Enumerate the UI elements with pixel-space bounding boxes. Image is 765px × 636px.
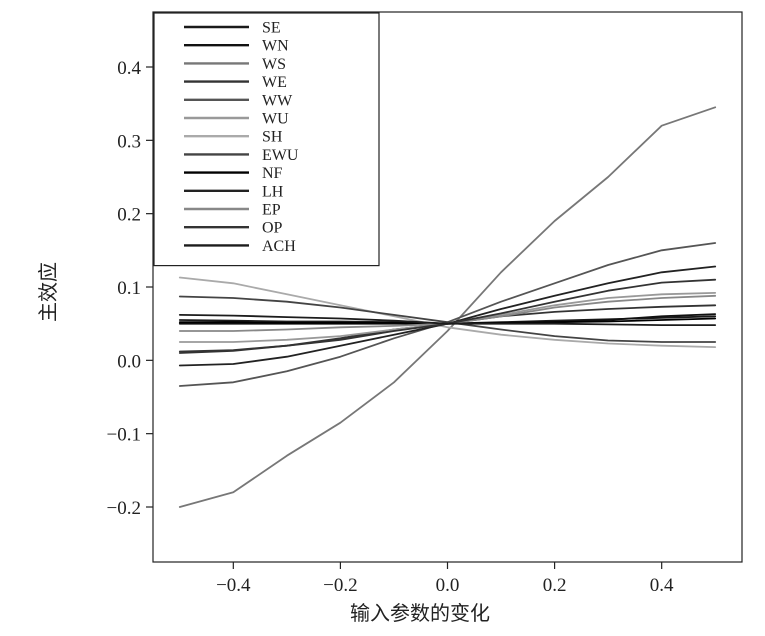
legend-label-se: SE [262,20,281,37]
y-tick-label: 0.0 [117,351,141,372]
y-axis-title: 主效应 [36,262,60,322]
legend-label-ww: WW [262,92,293,109]
legend-label-sh: SH [262,129,283,146]
legend-label-wu: WU [262,111,289,128]
y-tick-label: 0.2 [117,205,141,226]
series-lines [178,106,717,508]
legend-label-ewu: EWU [262,147,299,164]
y-tick-label: 0.1 [117,278,141,299]
x-tick-label: −0.4 [216,575,251,596]
legend-label-nf: NF [262,165,283,182]
legend-label-lh: LH [262,183,284,200]
y-tick-label: −0.1 [107,425,141,446]
legend-label-op: OP [262,220,283,237]
y-tick-label: −0.2 [107,498,141,519]
legend-label-ws: WS [262,56,286,73]
legend-box [153,12,380,267]
x-tick-label: 0.0 [436,575,460,596]
x-tick-label: 0.4 [650,575,674,596]
series-line-sh [178,276,717,349]
series-line-ewu [178,295,717,343]
legend-label-we: WE [262,74,287,91]
x-tick-label: 0.2 [543,575,567,596]
y-tick-label: 0.3 [117,131,141,152]
x-axis-title: 输入参数的变化 [350,601,490,625]
y-tick-label: 0.4 [117,58,141,79]
series-line-ws [178,106,717,508]
legend-label-ep: EP [262,202,281,219]
series-line-ach [178,313,717,327]
x-tick-label: −0.2 [323,575,357,596]
plot-area: −0.4 −0.2 0.0 0.2 0.4 −0.2 −0.1 0.0 0.1 0.2 0.3 0.4… [107,11,743,596]
legend-label-ach: ACH [262,238,296,255]
legend-label-wn: WN [262,38,289,55]
